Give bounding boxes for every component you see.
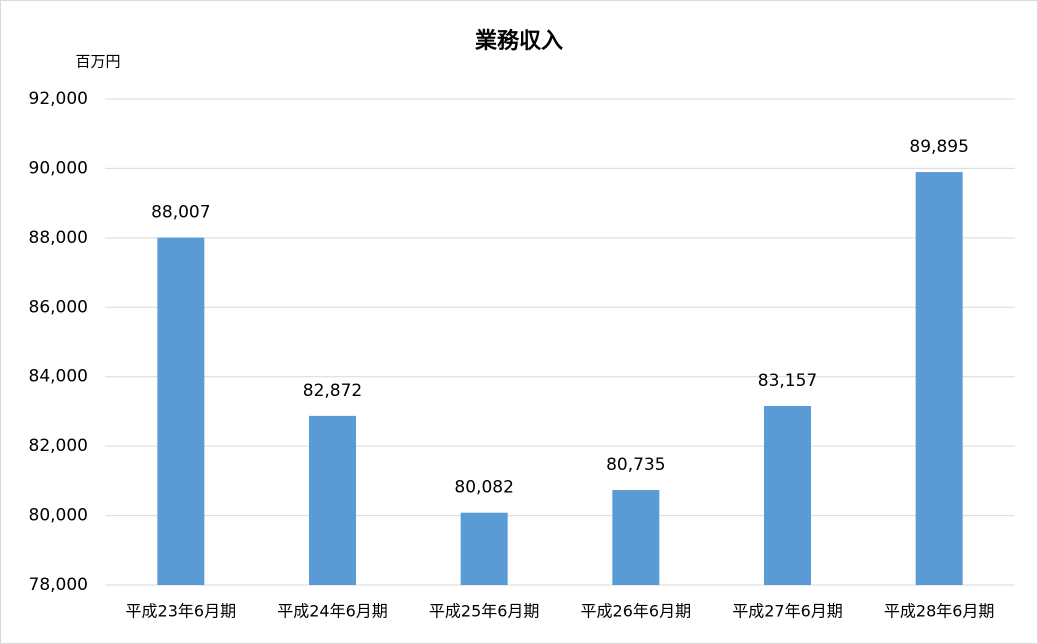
x-tick-label: 平成26年6月期 bbox=[581, 602, 692, 621]
y-tick-label: 84,000 bbox=[29, 367, 88, 387]
data-label: 89,895 bbox=[909, 137, 968, 157]
y-tick-label: 82,000 bbox=[29, 436, 88, 456]
x-tick-label: 平成28年6月期 bbox=[884, 602, 995, 621]
data-label: 88,007 bbox=[151, 203, 210, 223]
x-tick-label: 平成25年6月期 bbox=[429, 602, 540, 621]
chart-title: 業務収入 bbox=[475, 28, 563, 54]
y-tick-label: 92,000 bbox=[29, 89, 88, 109]
x-tick-label: 平成27年6月期 bbox=[732, 602, 843, 621]
bar bbox=[612, 490, 660, 585]
y-tick-label: 88,000 bbox=[29, 228, 88, 248]
bar bbox=[157, 237, 205, 585]
data-label: 80,082 bbox=[454, 478, 513, 498]
bar bbox=[309, 415, 356, 585]
bar bbox=[764, 405, 811, 585]
data-label: 83,157 bbox=[758, 371, 817, 391]
y-tick-label: 90,000 bbox=[29, 158, 88, 178]
y-tick-label: 80,000 bbox=[29, 506, 88, 526]
y-tick-label: 78,000 bbox=[29, 575, 88, 595]
bar bbox=[915, 172, 963, 585]
data-label: 82,872 bbox=[303, 381, 362, 401]
x-tick-label: 平成24年6月期 bbox=[277, 602, 388, 621]
y-tick-label: 86,000 bbox=[29, 297, 88, 317]
data-label: 80,735 bbox=[606, 455, 665, 475]
x-tick-label: 平成23年6月期 bbox=[126, 602, 237, 621]
y-axis-unit: 百万円 bbox=[75, 53, 120, 71]
bar bbox=[460, 512, 508, 585]
